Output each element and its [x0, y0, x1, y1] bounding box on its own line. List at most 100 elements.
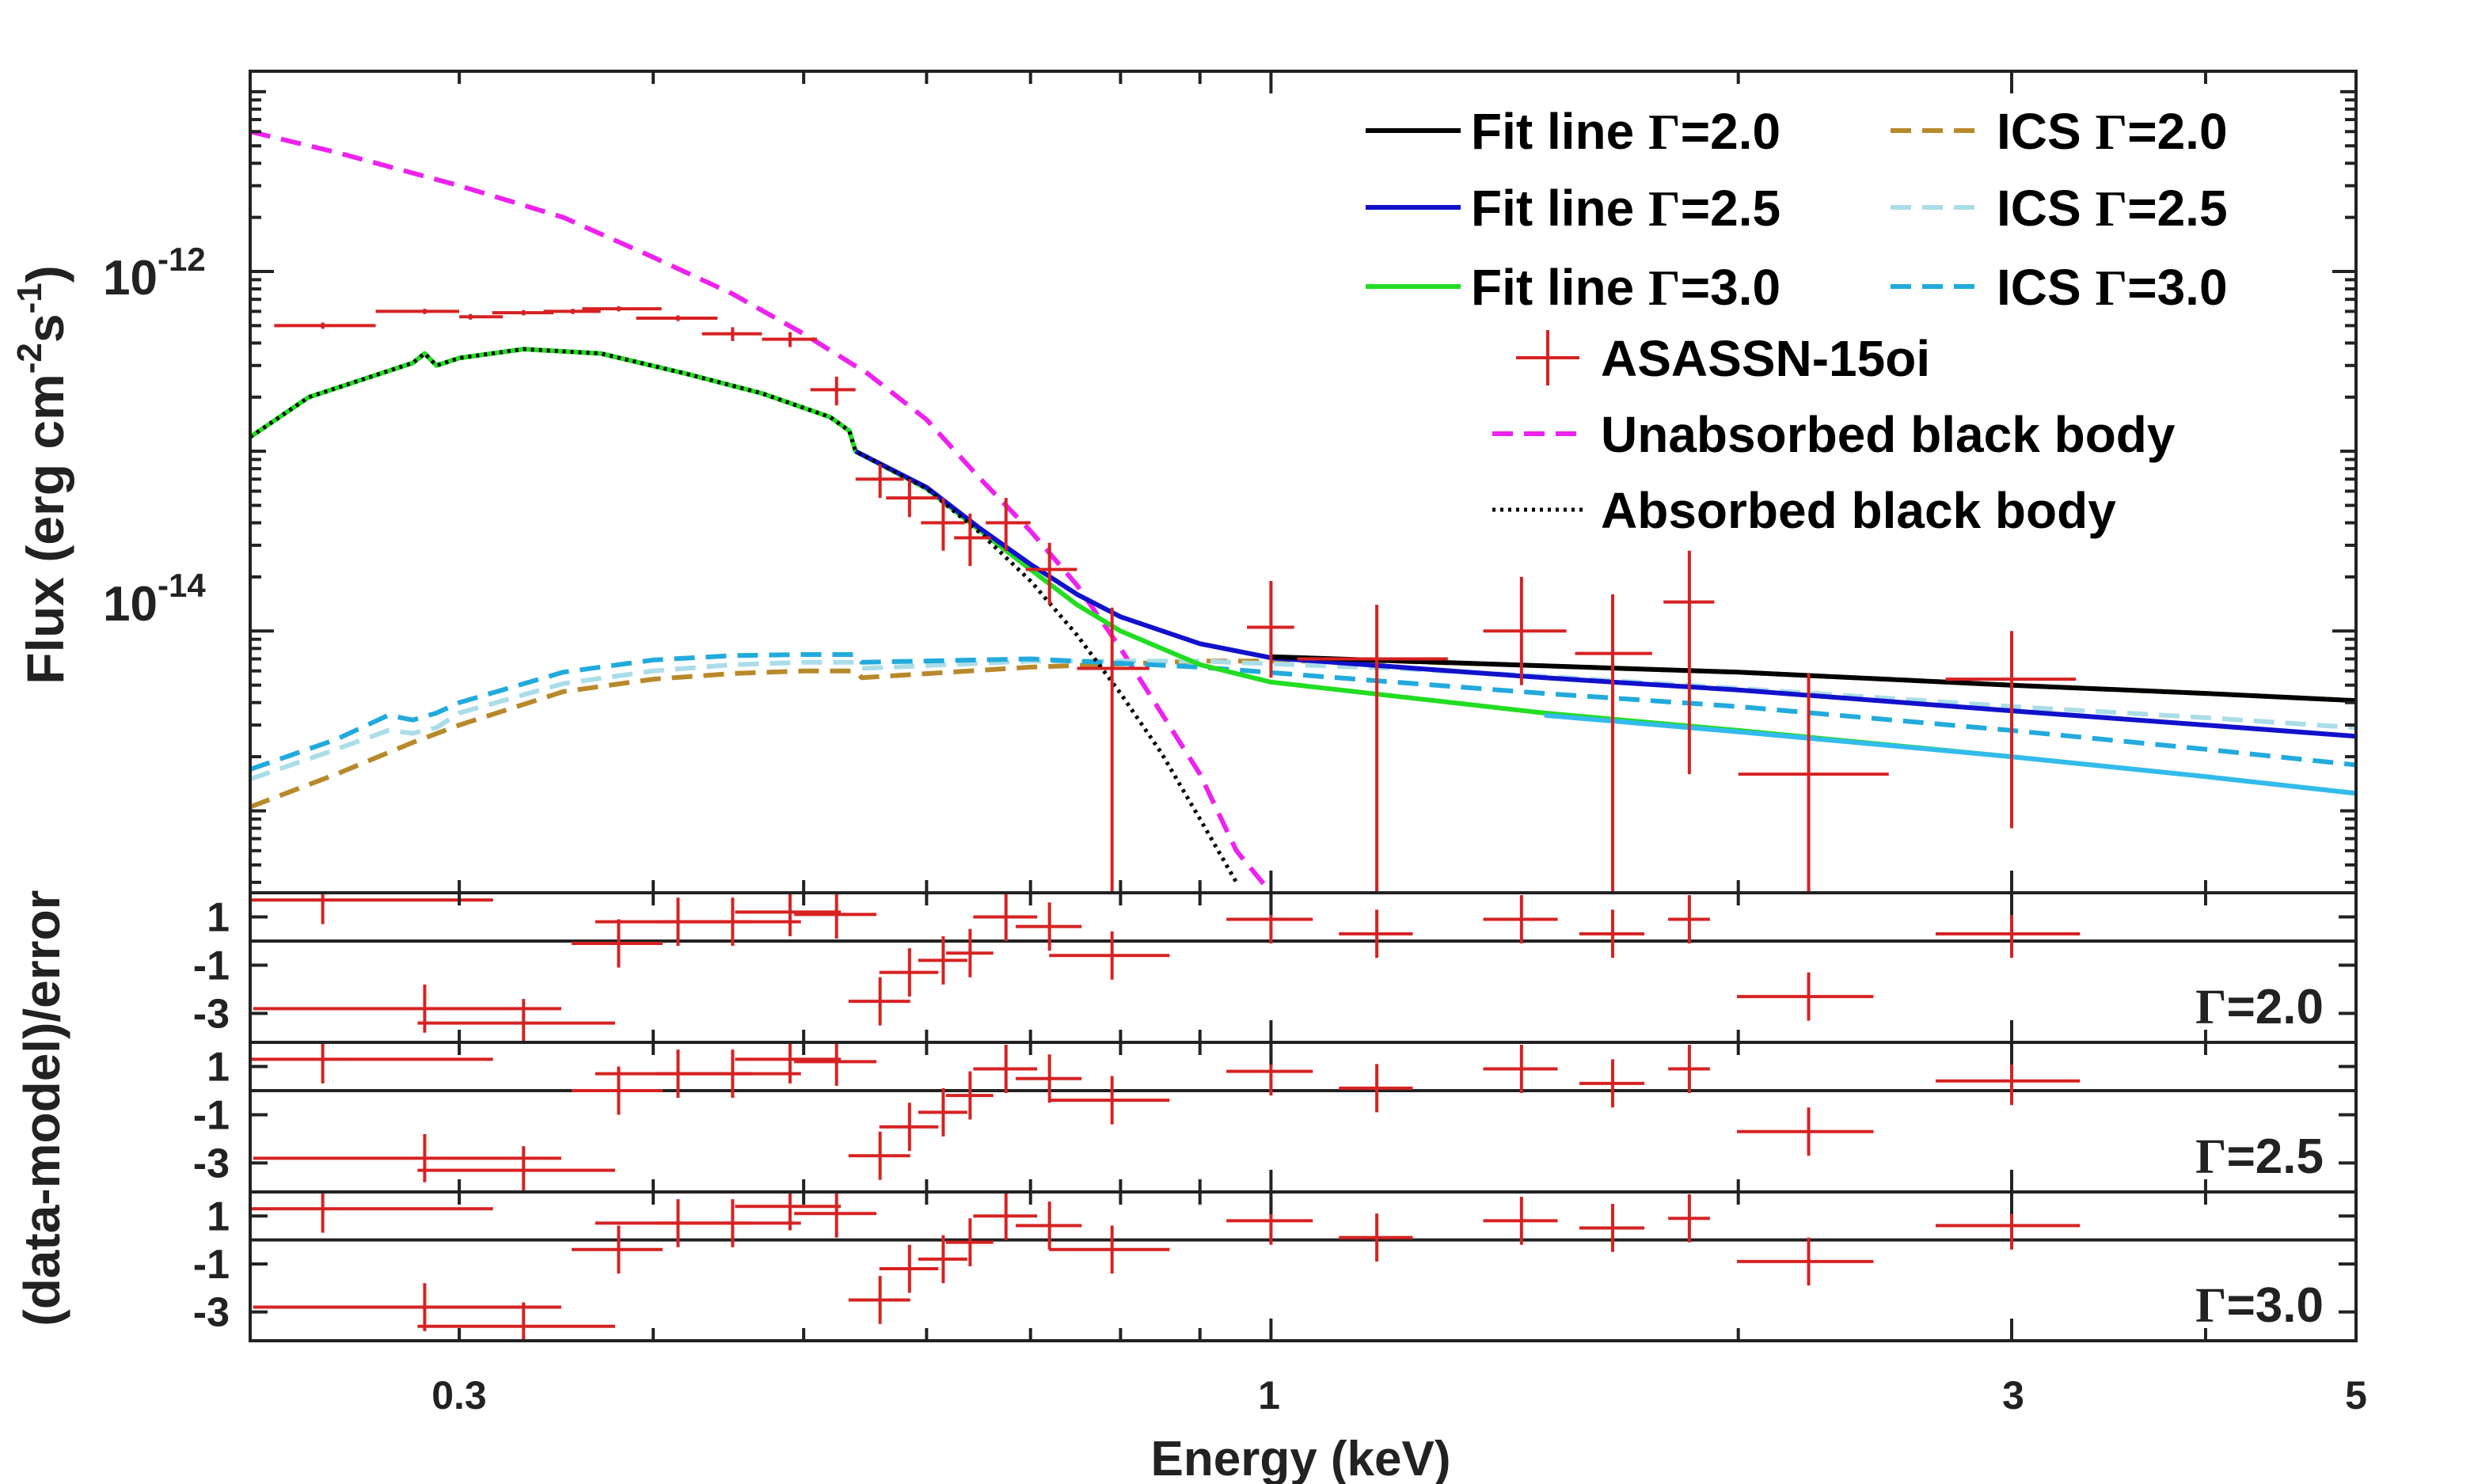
residual-2-point-13 [1015, 1201, 1082, 1250]
residual-panels [250, 894, 2356, 1339]
residual-2-point-6 [735, 1194, 842, 1231]
legend-label-ics-2-5: ICS Γ=2.5 [1997, 180, 2228, 237]
residual-2-point-9 [879, 1244, 939, 1293]
residual-1-point-21 [1935, 1057, 2081, 1106]
residual-0-point-1 [253, 984, 561, 1033]
residual-0-point-12 [973, 894, 1038, 941]
data-point-8 [762, 332, 818, 347]
data-point-12 [921, 498, 965, 551]
residual-tick-labels: 1-1-31-1-31-1-3 [193, 894, 2356, 1336]
residual-0-point-20 [1736, 972, 1874, 1021]
curve-fit20 [1271, 654, 2356, 704]
ytick-1e-14: 10-14 [103, 567, 206, 632]
legend-label-fit-2-5: Fit line Γ=2.5 [1471, 180, 1780, 237]
residual-1-point-5 [656, 1049, 801, 1099]
legend-label-ics-2-0: ICS Γ=2.0 [1997, 103, 2228, 160]
data-point-19 [1483, 576, 1567, 685]
residual-1-point-16 [1339, 1064, 1413, 1113]
data-point-15 [1025, 542, 1077, 605]
residual-1-point-8 [848, 1131, 910, 1180]
residual-1-point-6 [735, 1044, 842, 1084]
residual-1-point-14 [1049, 1076, 1170, 1125]
xtick-label-1: 1 [1258, 1373, 1280, 1418]
residual-ylabel: (data-model)/error [13, 890, 70, 1326]
residual-1-point-20 [1736, 1107, 1874, 1156]
data-point-20 [1575, 594, 1652, 893]
curve-unabs [250, 129, 1273, 893]
top-ylabel: Flux (erg cm-2s-1) [10, 265, 74, 684]
residual-0-point-14 [1049, 931, 1170, 980]
residual-1-ytick-label-0: 1 [207, 1044, 230, 1090]
residual-0-point-11 [946, 928, 994, 977]
residual-1-point-17 [1483, 1045, 1558, 1094]
residual-label-gamma-2-5: Γ=2.5 [2195, 1129, 2324, 1184]
residual-frame-1 [249, 891, 2358, 1044]
residual-0-point-17 [1483, 895, 1558, 944]
residual-0-point-10 [918, 936, 967, 985]
residual-1-point-13 [1015, 1054, 1082, 1103]
data-point-4 [543, 309, 601, 314]
residual-1-point-2 [417, 1146, 615, 1190]
residual-2-ytick-label-2: -3 [193, 1290, 230, 1336]
legend-label-data: ASASSN-15oi [1601, 330, 1930, 387]
residual-2-point-18 [1579, 1204, 1645, 1252]
residual-1-point-10 [918, 1087, 967, 1137]
residual-2-point-12 [973, 1194, 1038, 1240]
residual-label-gamma-2-0: Γ=2.0 [2195, 980, 2324, 1034]
residual-2-point-14 [1049, 1225, 1170, 1274]
axis-ticks [250, 71, 2358, 1341]
data-point-14 [986, 498, 1031, 551]
residual-0-point-8 [848, 977, 910, 1026]
curve-ics30 [250, 652, 2356, 772]
top-panel-curves [250, 129, 2356, 893]
xtick-label-5: 5 [2345, 1373, 2367, 1418]
data-point-7 [701, 327, 762, 341]
residual-2-point-5 [656, 1199, 801, 1247]
data-point-21 [1663, 550, 1715, 775]
residual-0-point-21 [1935, 909, 2081, 958]
curve-abs [250, 347, 1238, 884]
residual-2-point-0 [250, 1194, 493, 1233]
residual-2-point-1 [253, 1283, 561, 1331]
residual-0-point-13 [1015, 902, 1082, 951]
residual-label-gamma-3-0: Γ=3.0 [2195, 1278, 2324, 1333]
data-point-11 [886, 479, 938, 518]
residual-2-point-2 [417, 1302, 615, 1339]
legend-label-absorbed: Absorbed black body [1601, 482, 2116, 539]
residual-0-ytick-label-0: 1 [207, 894, 230, 940]
data-point-13 [954, 513, 991, 567]
residual-2-point-7 [794, 1194, 877, 1238]
residual-2-point-3 [572, 1225, 663, 1274]
x-axis-title: Energy (keV) [1150, 1432, 1450, 1484]
residual-2-point-16 [1339, 1213, 1413, 1262]
residual-0-point-6 [735, 894, 842, 936]
residual-0-point-7 [794, 894, 877, 939]
curve-ics25 [250, 659, 2356, 782]
residual-2-point-21 [1935, 1201, 2081, 1250]
legend: Fit line Γ=2.0 Fit line Γ=2.5 Fit line Γ… [1366, 103, 2228, 539]
residual-0-ytick-label-2: -3 [193, 991, 230, 1037]
residual-0-point-5 [656, 898, 801, 947]
residual-0-point-16 [1339, 909, 1413, 958]
residual-1-point-18 [1579, 1059, 1645, 1108]
top-panel-data [274, 306, 2077, 893]
data-point-1 [375, 309, 460, 314]
residual-1-point-19 [1668, 1045, 1710, 1094]
residual-2-point-8 [848, 1276, 910, 1324]
residual-1-point-7 [794, 1044, 877, 1086]
residual-2-point-19 [1668, 1194, 1710, 1243]
legend-label-ics-3-0: ICS Γ=3.0 [1997, 259, 2228, 316]
legend-label-unabsorbed: Unabsorbed black body [1601, 406, 2176, 463]
residual-0-point-2 [417, 999, 615, 1041]
residual-0-point-9 [879, 948, 939, 997]
data-point-22 [1738, 674, 1889, 893]
residual-0-point-19 [1668, 895, 1710, 944]
residual-1-ytick-label-1: -1 [193, 1092, 230, 1138]
residual-frame-3 [249, 1190, 2358, 1342]
data-point-17 [1247, 580, 1294, 678]
residual-1-point-9 [879, 1103, 939, 1152]
legend-label-fit-3-0: Fit line Γ=3.0 [1471, 259, 1780, 316]
residual-2-ytick-label-0: 1 [207, 1194, 230, 1239]
residual-0-ytick-label-1: -1 [193, 943, 230, 989]
legend-label-fit-2-0: Fit line Γ=2.0 [1471, 103, 1780, 160]
